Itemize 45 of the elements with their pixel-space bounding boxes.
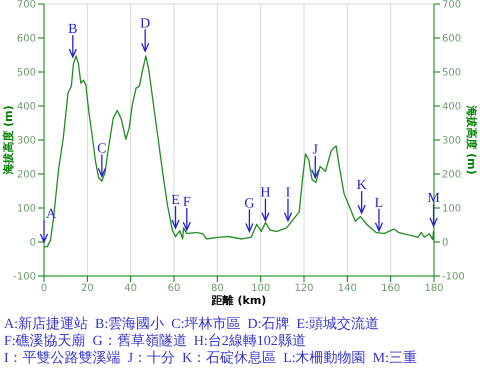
x-tick-label: 40 (124, 283, 138, 294)
y2-tick-label: 500 (442, 68, 462, 79)
y2-tick-label: 100 (442, 204, 462, 215)
x-tick-label: 0 (40, 283, 48, 294)
annotation: D (140, 16, 150, 32)
annotation: K (356, 178, 367, 194)
annotation: B (68, 22, 78, 38)
x-tick-label: 60 (168, 283, 180, 294)
annotation: E (171, 193, 180, 208)
y-tick-label: 700 (16, 0, 36, 11)
y2-tick-label: 0 (442, 238, 448, 249)
annotation: H (260, 186, 270, 201)
text: I：平雙公路雙溪端 J：十分 K：石碇休息區 L:木柵動物園 M:三重 (4, 350, 417, 367)
y-tick-label: 400 (16, 102, 36, 113)
y2-axis-title: 海拔高度 (m) (465, 104, 478, 175)
x-axis-title: 距離 (km) (210, 293, 268, 308)
y-axis-title: 海拔高度 (m) (2, 105, 15, 176)
y-tick-label: 100 (16, 204, 36, 215)
annotation: I (286, 186, 291, 201)
annotation: G (244, 196, 254, 212)
y-tick-label: 0 (30, 238, 36, 249)
text: A:新店捷運站 B:雲海國小 C:坪林市區 D:石牌 E:頭城交流道 (4, 316, 380, 333)
y-tick-label: 200 (16, 170, 36, 181)
y2-tick-label: 300 (442, 136, 462, 147)
y2-tick-label: -100 (442, 272, 465, 283)
x-tick-label: 160 (381, 283, 400, 294)
y2-tick-label: 600 (442, 34, 462, 45)
y2-tick-label: 700 (442, 0, 462, 11)
y2-tick-label: 200 (442, 170, 462, 181)
y-tick-label: 600 (16, 34, 36, 45)
x-tick-label: 20 (80, 283, 94, 294)
x-tick-label: 140 (338, 283, 357, 294)
text: F:礁溪協天廟 G：舊草嶺隧道 H:台2線轉102縣道 (4, 333, 307, 350)
annotation: J (312, 142, 319, 158)
annotation: F (182, 195, 191, 210)
y-tick-label: -100 (13, 272, 36, 283)
x-tick-label: 100 (251, 283, 270, 294)
annotation: C (97, 141, 107, 156)
x-tick-label: 80 (210, 283, 224, 294)
x-tick-label: 120 (294, 283, 314, 294)
x-tick-label: 180 (424, 283, 444, 294)
y-tick-label: 300 (16, 136, 36, 147)
y-tick-label: 500 (16, 68, 36, 79)
annotation: L (374, 196, 384, 211)
y2-tick-label: 400 (442, 102, 462, 113)
